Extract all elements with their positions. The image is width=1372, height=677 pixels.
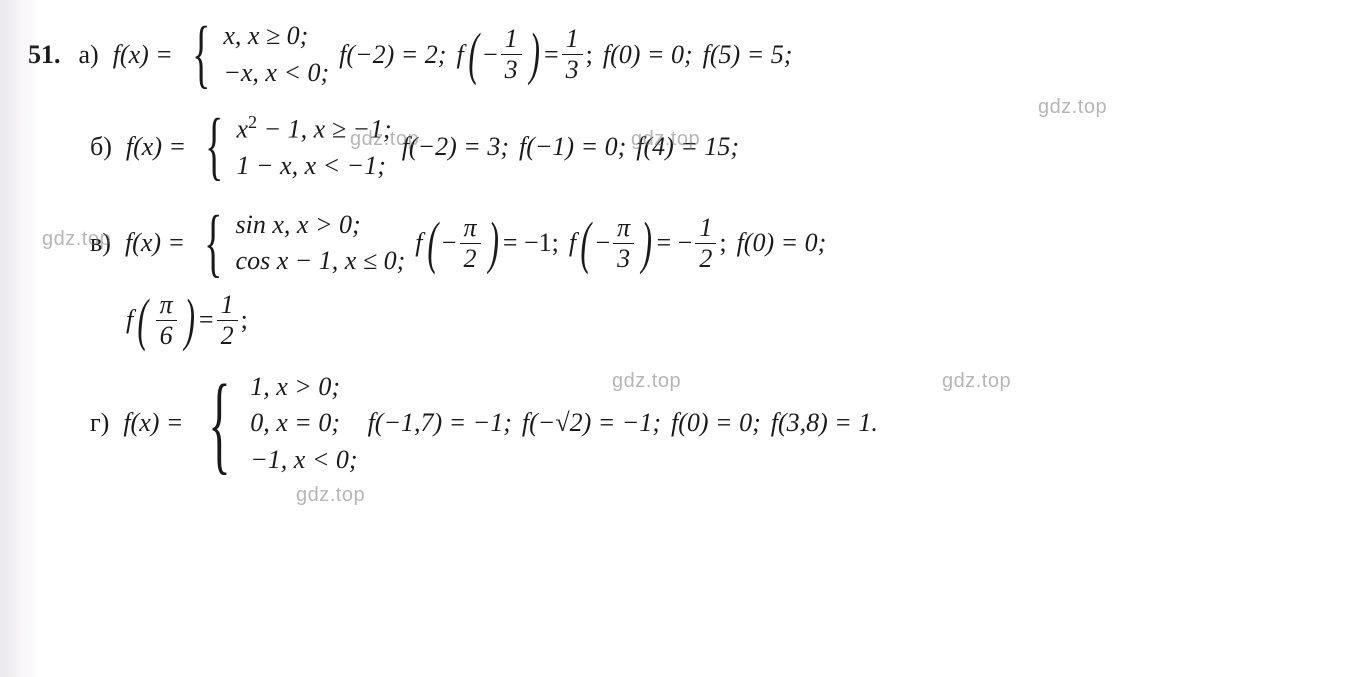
eq-a3: f(0) = 0; [603, 40, 693, 70]
frac-num: π [613, 215, 634, 244]
lparen-icon: ( [427, 223, 438, 264]
frac-num: 1 [562, 26, 583, 55]
brace-body-a: x, x ≥ 0; −x, x < 0; [223, 20, 329, 89]
page-edge-shadow [0, 0, 40, 677]
case-v2: cos x − 1, x ≤ 0; [236, 245, 406, 278]
part-label-b: б) [90, 132, 112, 162]
eq-v2-tail: ; [719, 228, 726, 258]
frac-a2-arg: 1 3 [501, 26, 522, 83]
case-a2: −x, x < 0; [223, 57, 329, 90]
eq-b2: f(−1) = 0; [519, 132, 626, 162]
neg-sign: − [442, 228, 457, 258]
func-lead-a: f(x) = [113, 40, 173, 70]
eq-v3: f(0) = 0; [737, 228, 827, 258]
eq-v1-pre: f [415, 228, 422, 258]
brace-body-g: 1, x > 0; 0, x = 0; −1, x < 0; [250, 371, 357, 477]
frac-a2-rhs: 1 3 [562, 26, 583, 83]
func-lead-g: f(x) = [123, 408, 183, 438]
brace-group-v: { sin x, x > 0; cos x − 1, x ≤ 0; [195, 209, 405, 278]
left-brace-icon: { [205, 116, 223, 177]
frac-den: 6 [156, 321, 177, 349]
case-g1: 1, x > 0; [250, 371, 357, 404]
frac-vcont-rhs: 1 2 [217, 292, 238, 349]
eq-a1-lhs: f(−2) [339, 40, 394, 70]
lparen-icon: ( [468, 34, 479, 75]
frac-v1-arg: π 2 [460, 215, 481, 272]
case-g2: 0, x = 0; [250, 407, 357, 440]
eq-v2-pre: f [569, 228, 576, 258]
eq-a1-rhs: = 2; [401, 40, 447, 70]
frac-den: 2 [695, 244, 716, 272]
frac-den: 2 [460, 244, 481, 272]
case-b1-expr: x [237, 115, 249, 144]
part-label-g: г) [90, 408, 109, 438]
frac-den: 3 [613, 244, 634, 272]
frac-num: 1 [501, 26, 522, 55]
watermark-text: gdz.top [942, 370, 1011, 393]
brace-group-g: { 1, x > 0; 0, x = 0; −1, x < 0; [193, 371, 357, 477]
case-a1: x, x ≥ 0; [223, 20, 329, 53]
eq-v2-mid: = − [657, 228, 693, 258]
brace-body-v: sin x, x > 0; cos x − 1, x ≤ 0; [236, 209, 406, 278]
eq-g2: f(−√2) = −1; [522, 408, 661, 438]
left-brace-icon: { [192, 24, 210, 85]
eq-v-cont: f ( π 6 ) = 1 2 ; [126, 292, 248, 349]
part-label-a: а) [79, 40, 99, 70]
frac-num: 1 [695, 215, 716, 244]
lparen-icon: ( [581, 223, 592, 264]
eq-v1-tail: = −1; [503, 228, 559, 258]
case-v1: sin x, x > 0; [236, 209, 406, 242]
row-part-v-cont: f ( π 6 ) = 1 2 ; [126, 292, 1344, 349]
watermark-text: gdz.top [350, 128, 419, 151]
eq-g3: f(0) = 0; [671, 408, 761, 438]
case-b1-sup: 2 [248, 112, 257, 132]
eq-a2: f ( − 1 3 ) = 1 3 ; [456, 26, 592, 83]
left-brace-icon: { [209, 382, 231, 465]
eq-vcont-mid: = [199, 305, 214, 335]
watermark-text: gdz.top [42, 228, 111, 251]
watermark-text: gdz.top [296, 484, 365, 507]
rparen-icon: ) [184, 300, 195, 341]
eq-g4: f(3,8) = 1. [771, 408, 878, 438]
row-part-b: б) f(x) = { x2 − 1, x ≥ −1; 1 − x, x < −… [90, 111, 1344, 183]
frac-den: 3 [562, 55, 583, 83]
eq-v2: f ( − π 3 ) = − 1 2 ; [569, 215, 727, 272]
frac-den: 2 [217, 321, 238, 349]
case-g3: −1, x < 0; [250, 444, 357, 477]
row-part-g: г) f(x) = { 1, x > 0; 0, x = 0; −1, x < … [90, 371, 1344, 477]
frac-num: π [460, 215, 481, 244]
frac-vcont-arg: π 6 [156, 292, 177, 349]
frac-v2-rhs: 1 2 [695, 215, 716, 272]
rparen-icon: ) [529, 34, 540, 75]
watermark-text: gdz.top [612, 370, 681, 393]
rparen-icon: ) [642, 223, 653, 264]
eq-g1: f(−1,7) = −1; [368, 408, 512, 438]
problem-number: 51. [28, 40, 61, 70]
frac-num: π [156, 292, 177, 321]
neg-sign: − [595, 228, 610, 258]
lparen-icon: ( [138, 300, 149, 341]
left-brace-icon: { [204, 213, 222, 274]
eq-vcont-pre: f [126, 305, 133, 335]
func-lead-v: f(x) = [125, 228, 185, 258]
eq-a2-pre: f [456, 40, 463, 70]
brace-group-a: { x, x ≥ 0; −x, x < 0; [183, 20, 329, 89]
watermark-text: gdz.top [631, 128, 700, 151]
row-part-v: в) f(x) = { sin x, x > 0; cos x − 1, x ≤… [90, 209, 1344, 278]
frac-v2-arg: π 3 [613, 215, 634, 272]
frac-den: 3 [501, 55, 522, 83]
eq-a1: f(−2) = 2; [339, 40, 446, 70]
watermark-text: gdz.top [1038, 96, 1107, 119]
row-part-a: 51. а) f(x) = { x, x ≥ 0; −x, x < 0; f(−… [28, 20, 1344, 89]
eq-a2-tail: ; [586, 40, 593, 70]
case-b2: 1 − x, x < −1; [237, 150, 392, 183]
neg-sign: − [483, 40, 498, 70]
eq-a4: f(5) = 5; [703, 40, 793, 70]
eq-vcont-tail: ; [241, 305, 248, 335]
eq-a2-mid: = [544, 40, 559, 70]
eq-v1: f ( − π 2 ) = −1; [415, 215, 559, 272]
func-lead-b: f(x) = [126, 132, 186, 162]
rparen-icon: ) [488, 223, 499, 264]
frac-num: 1 [217, 292, 238, 321]
